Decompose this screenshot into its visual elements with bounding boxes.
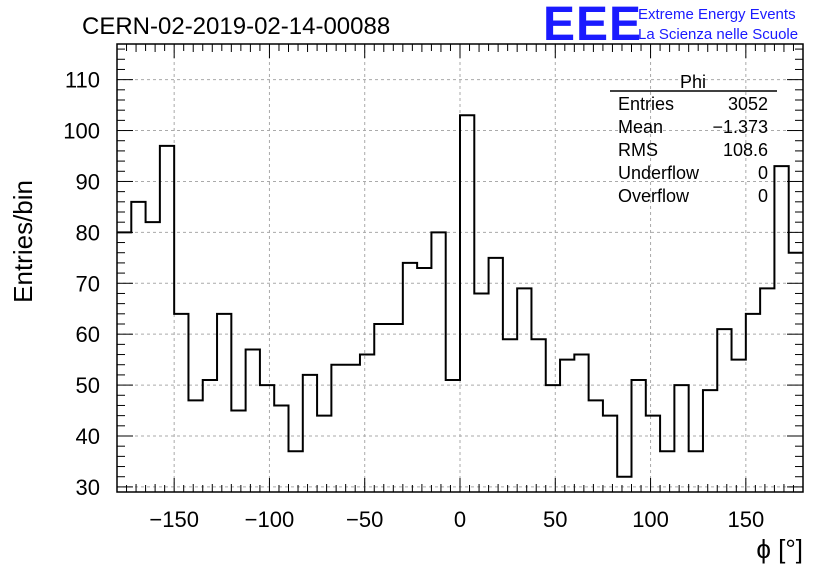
stats-value: 3052 <box>728 94 768 114</box>
eee-logo-text: EEE <box>543 0 642 51</box>
stats-value: 108.6 <box>723 140 768 160</box>
y-tick-label: 30 <box>76 475 100 500</box>
y-tick-label: 110 <box>65 68 100 93</box>
stats-box: Phi Entries 3052 Mean −1.373 RMS 108.6 U… <box>610 72 777 206</box>
x-tick-label: 100 <box>632 507 669 532</box>
y-tick-label: 60 <box>76 322 100 347</box>
x-tick-label: 0 <box>454 507 466 532</box>
y-tick-label: 50 <box>76 373 100 398</box>
x-tick-label: 50 <box>543 507 567 532</box>
logo-line-2: La Scienza nelle Scuole <box>638 26 798 43</box>
stats-label: Underflow <box>618 163 700 183</box>
y-tick-labels: 30 40 50 60 70 80 90 100 110 <box>63 68 100 500</box>
y-tick-label: 70 <box>76 271 100 296</box>
stats-title: Phi <box>680 72 706 92</box>
y-tick-label: 40 <box>76 424 100 449</box>
x-tick-label: −150 <box>149 507 199 532</box>
axis-ticks <box>117 44 803 492</box>
y-tick-label: 100 <box>63 119 100 144</box>
chart-title: CERN-02-2019-02-14-00088 <box>82 13 390 40</box>
eee-logo: EEE Extreme Energy Events La Scienza nel… <box>543 0 798 51</box>
stats-value: 0 <box>758 163 768 183</box>
y-tick-label: 90 <box>76 169 100 194</box>
x-tick-labels: −150 −100 −50 0 50 100 150 <box>149 507 764 532</box>
logo-line-1: Extreme Energy Events <box>638 6 796 23</box>
x-tick-label: 150 <box>727 507 764 532</box>
x-tick-label: −100 <box>245 507 295 532</box>
x-tick-label: −50 <box>346 507 383 532</box>
stats-label: RMS <box>618 140 658 160</box>
stats-value: 0 <box>758 186 768 206</box>
stats-label: Mean <box>618 117 663 137</box>
stats-label: Entries <box>618 94 674 114</box>
y-tick-label: 80 <box>76 220 100 245</box>
histogram-outline <box>117 114 803 478</box>
histogram-series <box>117 114 803 478</box>
y-axis-label: Entries/bin <box>8 180 38 303</box>
stats-value: −1.373 <box>712 117 768 137</box>
stats-label: Overflow <box>618 186 690 206</box>
x-axis-label: ϕ [°] <box>756 534 803 564</box>
